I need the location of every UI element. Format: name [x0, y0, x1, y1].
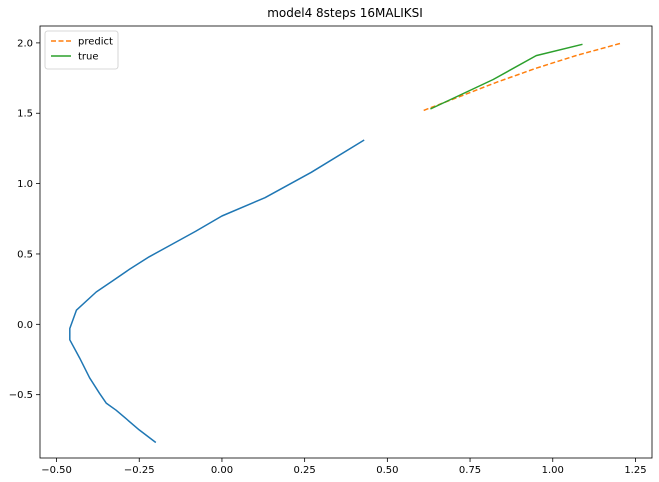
x-axis: −0.50 −0.25 0.00 0.25 0.50 0.75 1.00 1.25 [41, 458, 647, 476]
x-tick-label: 0.25 [294, 465, 316, 476]
x-tick-label: 1.00 [542, 465, 564, 476]
series-line-true [430, 43, 583, 110]
legend-label-true: true [78, 52, 99, 63]
legend-label-predict: predict [78, 37, 113, 48]
y-tick-label: 0.5 [17, 249, 33, 260]
plot-area [69, 42, 623, 444]
x-tick-label: −0.50 [41, 465, 72, 476]
y-tick-label: 0.0 [17, 320, 33, 331]
y-tick-label: 1.5 [17, 109, 33, 120]
y-tick-label: 2.0 [17, 38, 33, 49]
axes-frame [39, 25, 653, 459]
x-tick-label: 1.25 [624, 465, 646, 476]
x-tick-label: 0.50 [376, 465, 398, 476]
legend: predict true [44, 30, 119, 70]
chart-title: model4 8steps 16MALIKSI [267, 6, 423, 20]
x-tick-label: 0.00 [211, 465, 233, 476]
series-line-0 [69, 139, 365, 444]
y-axis: −0.5 0.0 0.5 1.0 1.5 2.0 [9, 38, 40, 401]
x-tick-label: 0.75 [459, 465, 481, 476]
y-tick-label: 1.0 [17, 179, 33, 190]
x-tick-label: −0.25 [124, 465, 155, 476]
y-tick-label: −0.5 [9, 390, 33, 401]
series-line-predict [423, 42, 623, 112]
